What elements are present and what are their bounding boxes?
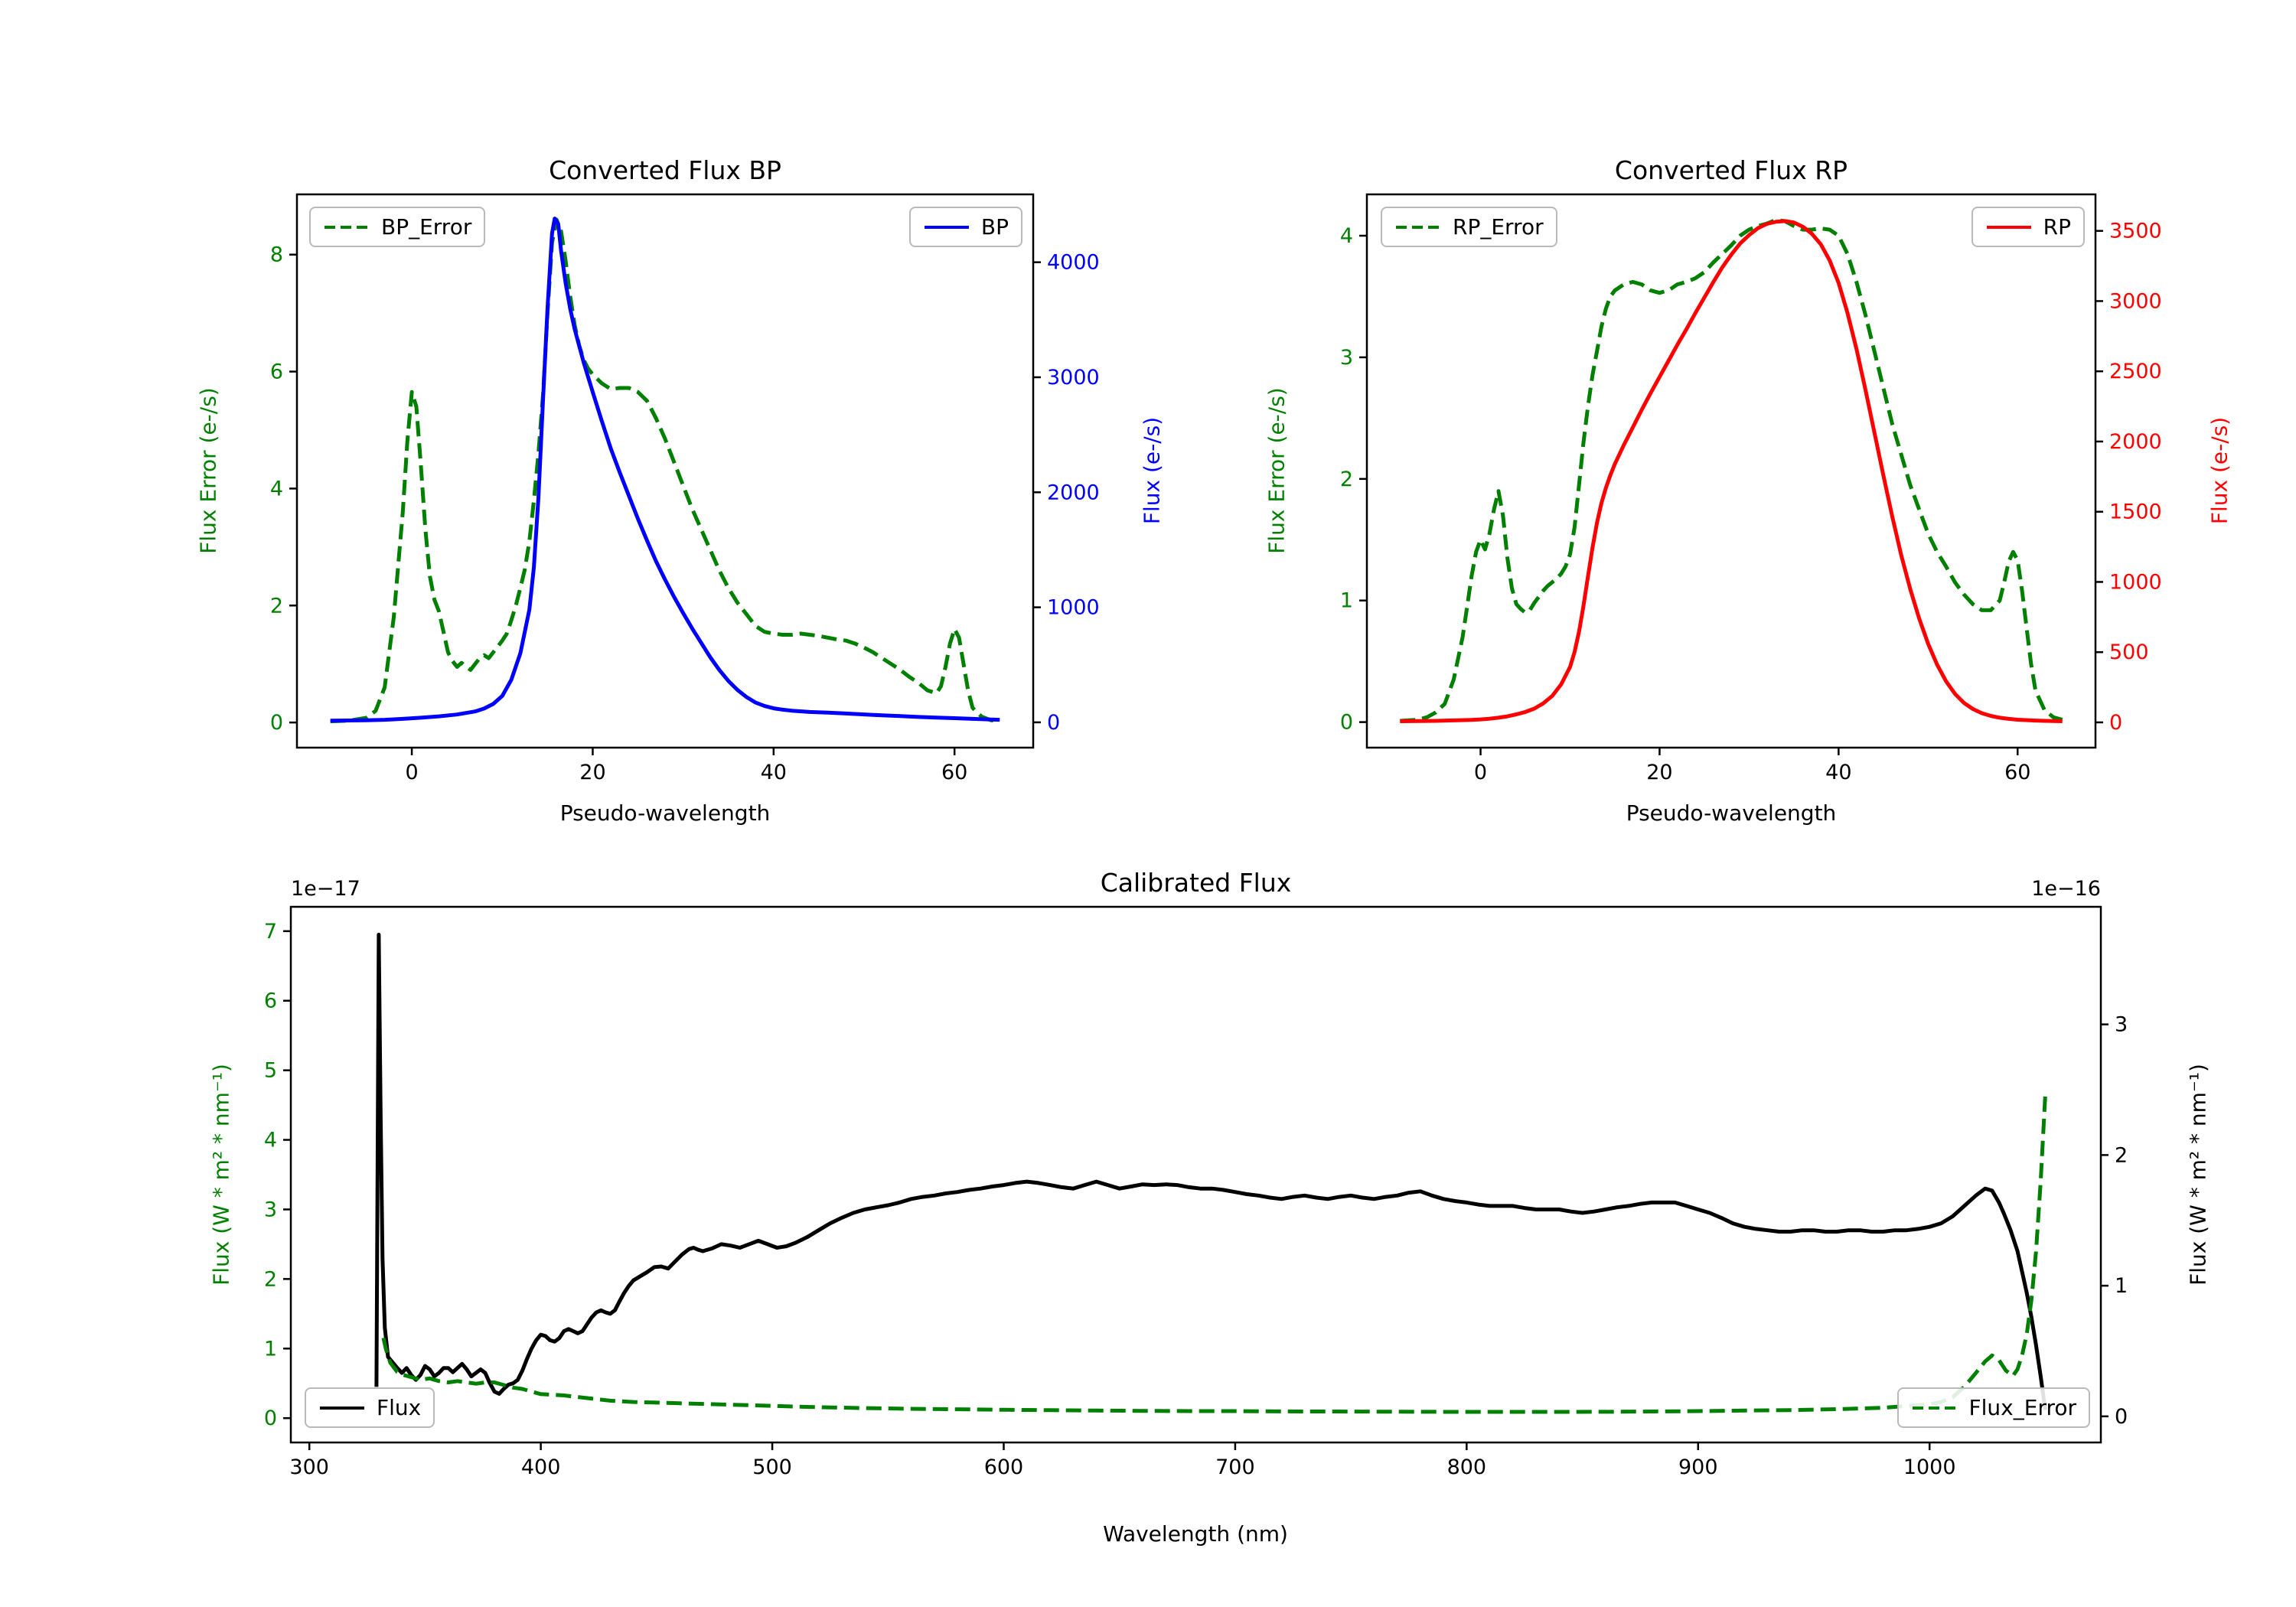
rp-ylabel-left: Flux Error (e-/s) [1264, 387, 1290, 554]
svg-text:8: 8 [270, 243, 283, 267]
rp-error-legend-label: RP_Error [1453, 214, 1544, 240]
flux-error-legend-label: Flux_Error [1968, 1395, 2076, 1420]
svg-text:2500: 2500 [2109, 360, 2162, 383]
svg-text:2000: 2000 [2109, 430, 2162, 454]
svg-text:0: 0 [1474, 761, 1487, 784]
rp-plot-title: Converted Flux RP [1614, 155, 1848, 185]
svg-text:1000: 1000 [1903, 1455, 1956, 1479]
svg-text:4: 4 [264, 1129, 277, 1152]
svg-text:3000: 3000 [1047, 366, 1100, 390]
svg-text:0: 0 [2115, 1405, 2128, 1429]
bp-legend-label: BP [980, 214, 1009, 240]
svg-text:2: 2 [270, 594, 283, 618]
bp-axes: 0 20 40 60 0 2 4 6 8 0 1000 2000 3000 4000 [270, 193, 1100, 784]
svg-text:3500: 3500 [2109, 220, 2162, 243]
rp-ylabel-right: Flux (e-/s) [2206, 416, 2232, 525]
rp-error-legend: RP_Error [1381, 207, 1557, 247]
calibrated-flux-ylabel-left: Flux (W * m² * nm⁻¹) [208, 1064, 234, 1286]
svg-text:3: 3 [1340, 346, 1353, 370]
svg-text:3: 3 [2115, 1013, 2128, 1037]
dashed-green-line-sample [1912, 1406, 1957, 1410]
svg-text:2: 2 [1340, 468, 1353, 491]
rp-legend-label: RP [2043, 214, 2071, 240]
svg-text:6: 6 [264, 989, 277, 1013]
left-axis-offset-text: 1e−17 [291, 877, 360, 901]
svg-text:40: 40 [761, 761, 787, 784]
svg-text:300: 300 [289, 1455, 329, 1479]
svg-text:3: 3 [264, 1198, 277, 1221]
calibrated-flux-ylabel-right: Flux (W * m² * nm⁻¹) [2185, 1064, 2211, 1286]
svg-text:1000: 1000 [1047, 596, 1100, 620]
flux-legend: Flux [305, 1387, 435, 1428]
svg-text:60: 60 [941, 761, 967, 784]
svg-text:4: 4 [1340, 224, 1353, 248]
svg-text:0: 0 [1340, 711, 1353, 735]
svg-text:1: 1 [264, 1337, 277, 1361]
svg-text:4000: 4000 [1047, 251, 1100, 275]
svg-text:2: 2 [2115, 1143, 2128, 1167]
svg-text:0: 0 [1047, 711, 1060, 735]
svg-text:0: 0 [264, 1407, 277, 1430]
bp-ylabel-left: Flux Error (e-/s) [195, 387, 221, 554]
dashed-green-line-sample [1396, 225, 1440, 229]
svg-text:0: 0 [405, 761, 418, 784]
flux-legend-label: Flux [377, 1395, 422, 1420]
calibrated-flux-axes: 300 400 500 600 700 800 900 1000 0 1 2 3 4 5 6 7 0 1 2 3 [264, 905, 2128, 1479]
svg-text:1000: 1000 [2109, 570, 2162, 594]
rp-legend: RP [1971, 207, 2085, 247]
svg-text:20: 20 [1646, 761, 1672, 784]
svg-text:20: 20 [579, 761, 605, 784]
svg-text:60: 60 [2004, 761, 2030, 784]
bp-legend: BP [908, 207, 1022, 247]
bp-ylabel-right: Flux (e-/s) [1139, 416, 1165, 525]
calibrated-flux-xlabel: Wavelength (nm) [1103, 1521, 1288, 1547]
svg-text:800: 800 [1447, 1455, 1487, 1479]
svg-text:400: 400 [521, 1455, 561, 1479]
svg-text:500: 500 [2109, 641, 2149, 664]
bp-plot-title: Converted Flux BP [549, 155, 781, 185]
svg-text:6: 6 [270, 360, 283, 384]
right-axis-offset-text: 1e−16 [2031, 877, 2101, 901]
solid-red-line-sample [1986, 225, 2031, 229]
svg-text:0: 0 [2109, 711, 2122, 735]
flux-error-legend: Flux_Error [1896, 1387, 2090, 1428]
bp-xlabel: Pseudo-wavelength [559, 800, 771, 826]
svg-text:1: 1 [1340, 589, 1353, 613]
svg-text:900: 900 [1678, 1455, 1718, 1479]
svg-text:4: 4 [270, 477, 283, 500]
solid-blue-line-sample [924, 225, 969, 229]
svg-text:40: 40 [1825, 761, 1851, 784]
svg-text:0: 0 [270, 711, 283, 735]
dashed-green-line-sample [325, 225, 369, 229]
svg-text:1500: 1500 [2109, 500, 2162, 524]
svg-text:2: 2 [264, 1267, 277, 1291]
svg-text:500: 500 [752, 1455, 792, 1479]
svg-text:600: 600 [984, 1455, 1024, 1479]
svg-text:2000: 2000 [1047, 481, 1100, 504]
svg-text:7: 7 [264, 920, 277, 944]
svg-text:5: 5 [264, 1059, 277, 1083]
svg-text:3000: 3000 [2109, 289, 2162, 313]
solid-black-line-sample [320, 1406, 364, 1410]
bp-error-legend: BP_Error [309, 207, 486, 247]
rp-xlabel: Pseudo-wavelength [1626, 800, 1837, 826]
svg-text:700: 700 [1215, 1455, 1255, 1479]
calibrated-flux-plot-title: Calibrated Flux [1100, 868, 1292, 898]
svg-text:1: 1 [2115, 1274, 2128, 1298]
bp-error-legend-label: BP_Error [381, 214, 472, 240]
